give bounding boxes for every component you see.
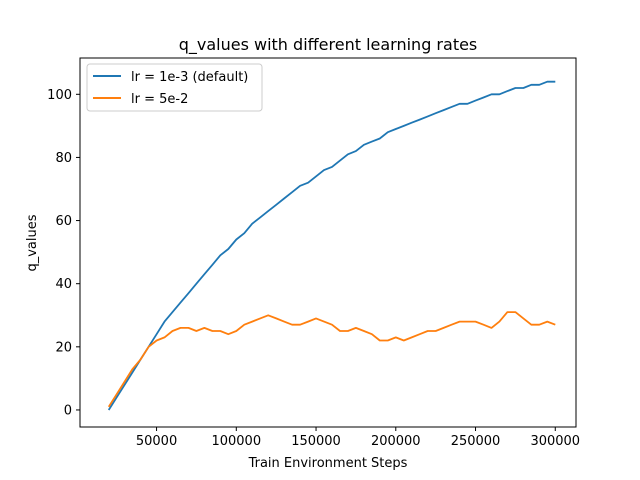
- plot-frame: [79, 57, 577, 428]
- x-axis-ticks: 50000 100000 150000 200000 250000 300000: [136, 427, 580, 449]
- series-line-lr-5e-2: [107, 311, 556, 408]
- y-axis-ticks: 0 20 40 60 80 100: [47, 88, 80, 418]
- chart-title: q_values with different learning rates: [179, 35, 478, 55]
- x-tick-label: 100000: [211, 434, 261, 449]
- plot-area: [107, 80, 556, 411]
- y-tick-label: 40: [55, 277, 72, 292]
- x-tick-label: 200000: [371, 434, 421, 449]
- x-axis-label: Train Environment Steps: [248, 456, 408, 471]
- y-tick-label: 60: [55, 214, 72, 229]
- legend-box: [86, 63, 263, 112]
- y-tick-label: 20: [55, 340, 72, 355]
- legend-label: lr = 5e-2: [131, 92, 188, 107]
- x-tick-label: 150000: [291, 434, 341, 449]
- y-tick-label: 100: [47, 88, 72, 103]
- legend-label: lr = 1e-3 (default): [131, 70, 248, 85]
- x-tick-label: 300000: [530, 434, 580, 449]
- y-axis-label: q_values: [25, 214, 40, 271]
- legend: lr = 1e-3 (default) lr = 5e-2: [86, 63, 263, 112]
- y-tick-label: 0: [64, 403, 72, 418]
- x-tick-label: 50000: [136, 434, 177, 449]
- y-tick-label: 80: [55, 151, 72, 166]
- series-line-lr-1e-3: [107, 80, 556, 411]
- x-tick-label: 250000: [451, 434, 501, 449]
